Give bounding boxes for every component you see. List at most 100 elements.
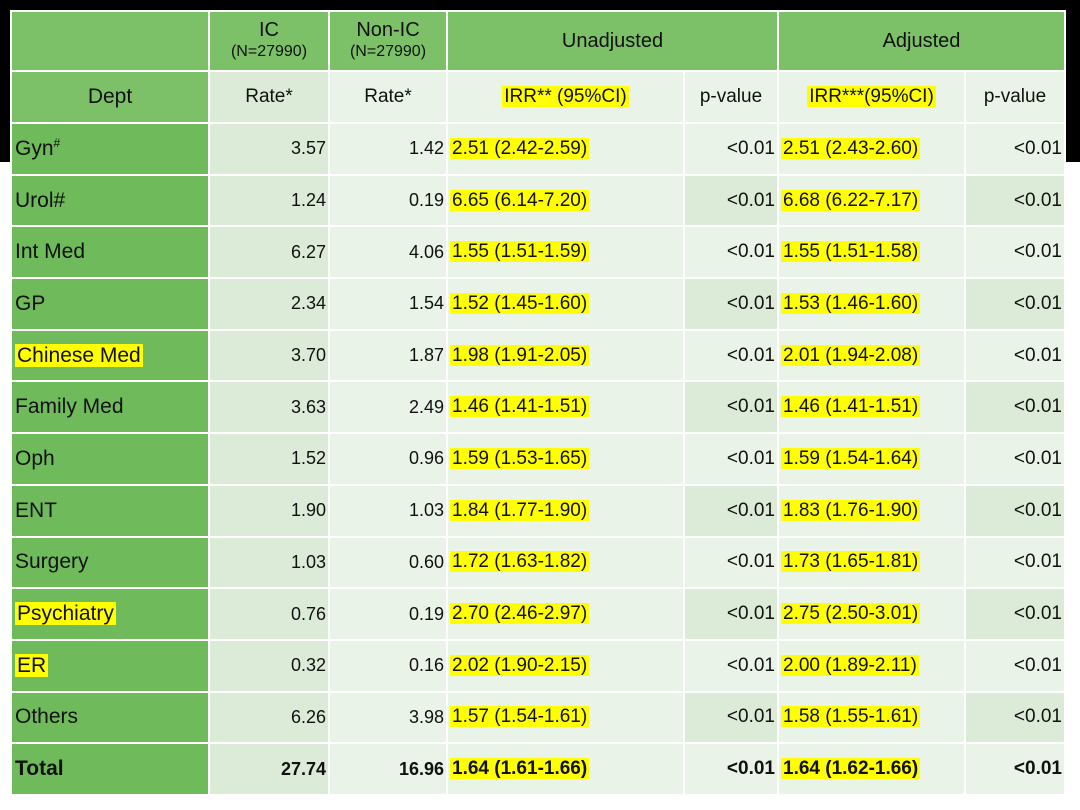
ic-rate: 27.74 (208, 742, 330, 796)
ic-rate: 1.52 (208, 432, 330, 486)
irr-adjusted: 1.64 (1.62-1.66) (777, 742, 966, 796)
pvalue-adjusted: <0.01 (964, 587, 1066, 641)
dept-cell: Gyn# (10, 122, 210, 176)
pvalue-adjusted: <0.01 (964, 173, 1066, 228)
dept-superscript: # (53, 136, 61, 151)
results-table-container: IC (N=27990) Non-IC (N=27990) Unadjusted… (10, 10, 1066, 796)
irr-adjusted: 2.75 (2.50-3.01) (777, 587, 966, 641)
header-irr-adjusted: IRR***(95%CI) (777, 70, 966, 124)
pvalue-unadjusted: <0.01 (683, 742, 779, 796)
header-pvalue-unadjusted: p-value (683, 70, 779, 124)
table-row: Surgery 1.03 0.60 1.72 (1.63-1.82) <0.01… (10, 535, 1066, 590)
irr-unadjusted: 1.72 (1.63-1.82) (446, 535, 685, 590)
pvalue-adjusted: <0.01 (964, 483, 1066, 538)
pvalue-adjusted: <0.01 (964, 328, 1066, 383)
header-adjusted: Adjusted (777, 10, 1066, 72)
irr-unadjusted: 1.59 (1.53-1.65) (446, 432, 685, 486)
irr-adjusted-value: 1.59 (1.54-1.64) (781, 447, 921, 469)
irr-adjusted: 1.73 (1.65-1.81) (777, 535, 966, 590)
ic-rate: 0.76 (208, 587, 330, 641)
dept-cell: Chinese Med (10, 328, 210, 383)
table-row: Oph 1.52 0.96 1.59 (1.53-1.65) <0.01 1.5… (10, 432, 1066, 486)
dept-name-highlighted: Psychiatry (15, 602, 116, 626)
irr-unadjusted-value: 1.98 (1.91-2.05) (450, 344, 590, 366)
dept-cell: Oph (10, 432, 210, 486)
dept-cell: Psychiatry (10, 587, 210, 641)
ic-rate: 6.27 (208, 225, 330, 280)
irr-adjusted-value: 1.83 (1.76-1.90) (781, 499, 921, 521)
dept-cell: Int Med (10, 225, 210, 280)
nonic-rate: 0.96 (328, 432, 448, 486)
ic-rate: 6.26 (208, 690, 330, 745)
irr-unadjusted: 1.55 (1.51-1.59) (446, 225, 685, 280)
table-row: Psychiatry 0.76 0.19 2.70 (2.46-2.97) <0… (10, 587, 1066, 641)
irr-unadjusted-value: 2.70 (2.46-2.97) (450, 603, 590, 625)
irr-unadjusted: 2.70 (2.46-2.97) (446, 587, 685, 641)
pvalue-unadjusted: <0.01 (683, 483, 779, 538)
irr-adjusted: 2.51 (2.43-2.60) (777, 122, 966, 176)
pvalue-adjusted: <0.01 (964, 380, 1066, 435)
header-unadjusted: Unadjusted (446, 10, 779, 72)
ic-rate: 1.24 (208, 173, 330, 228)
dept-cell: Family Med (10, 380, 210, 435)
pvalue-adjusted: <0.01 (964, 638, 1066, 693)
nonic-rate: 0.60 (328, 535, 448, 590)
irr-adjusted: 1.46 (1.41-1.51) (777, 380, 966, 435)
header-ic: IC (N=27990) (208, 10, 330, 72)
irr-adjusted: 1.83 (1.76-1.90) (777, 483, 966, 538)
ic-rate: 2.34 (208, 277, 330, 331)
irr-unadjusted-value: 1.52 (1.45-1.60) (450, 292, 590, 314)
nonic-rate: 16.96 (328, 742, 448, 796)
irr-unadjusted: 1.84 (1.77-1.90) (446, 483, 685, 538)
table-row-total: Total 27.74 16.96 1.64 (1.61-1.66) <0.01… (10, 742, 1066, 796)
header-rate-nonic: Rate* (328, 70, 448, 124)
header-nonic: Non-IC (N=27990) (328, 10, 448, 72)
irr-adjusted: 6.68 (6.22-7.17) (777, 173, 966, 228)
nonic-rate: 4.06 (328, 225, 448, 280)
dept-cell: ER (10, 638, 210, 693)
irr-unadjusted: 2.02 (1.90-2.15) (446, 638, 685, 693)
ic-rate: 3.70 (208, 328, 330, 383)
irr-results-table: IC (N=27990) Non-IC (N=27990) Unadjusted… (10, 10, 1066, 796)
header-ic-label: IC (259, 19, 279, 41)
table-row: ENT 1.90 1.03 1.84 (1.77-1.90) <0.01 1.8… (10, 483, 1066, 538)
dept-cell: Surgery (10, 535, 210, 590)
irr-unadjusted: 1.46 (1.41-1.51) (446, 380, 685, 435)
header-row-columns: Dept Rate* Rate* IRR** (95%CI) p-value I… (10, 70, 1066, 124)
pvalue-unadjusted: <0.01 (683, 690, 779, 745)
header-row-groups: IC (N=27990) Non-IC (N=27990) Unadjusted… (10, 10, 1066, 72)
pvalue-adjusted: <0.01 (964, 742, 1066, 796)
irr-unadjusted-value: 2.02 (1.90-2.15) (450, 654, 590, 676)
irr-adjusted-value: 2.75 (2.50-3.01) (781, 603, 921, 625)
nonic-rate: 1.87 (328, 328, 448, 383)
table-row: Chinese Med 3.70 1.87 1.98 (1.91-2.05) <… (10, 328, 1066, 383)
header-irr-adjusted-text: IRR***(95%CI) (807, 86, 936, 107)
dept-cell: Total (10, 742, 210, 796)
irr-unadjusted: 1.52 (1.45-1.60) (446, 277, 685, 331)
irr-unadjusted-value: 1.57 (1.54-1.61) (450, 706, 590, 728)
irr-adjusted: 2.01 (1.94-2.08) (777, 328, 966, 383)
ic-rate: 3.63 (208, 380, 330, 435)
dept-name: Gyn (15, 137, 54, 161)
pvalue-unadjusted: <0.01 (683, 277, 779, 331)
nonic-rate: 1.42 (328, 122, 448, 176)
pvalue-unadjusted: <0.01 (683, 380, 779, 435)
dept-cell: GP (10, 277, 210, 331)
ic-rate: 1.90 (208, 483, 330, 538)
irr-adjusted-value: 1.64 (1.62-1.66) (781, 758, 921, 780)
irr-adjusted-value: 2.51 (2.43-2.60) (781, 137, 921, 159)
irr-unadjusted-value: 1.84 (1.77-1.90) (450, 499, 590, 521)
irr-adjusted-value: 2.00 (1.89-2.11) (781, 654, 919, 676)
ic-rate: 1.03 (208, 535, 330, 590)
ic-rate: 0.32 (208, 638, 330, 693)
pvalue-adjusted: <0.01 (964, 277, 1066, 331)
irr-unadjusted: 2.51 (2.42-2.59) (446, 122, 685, 176)
nonic-rate: 1.03 (328, 483, 448, 538)
header-nonic-label: Non-IC (356, 19, 420, 41)
pvalue-unadjusted: <0.01 (683, 328, 779, 383)
ic-rate: 3.57 (208, 122, 330, 176)
irr-unadjusted: 1.57 (1.54-1.61) (446, 690, 685, 745)
dept-cell: Urol# (10, 173, 210, 228)
dept-cell: Others (10, 690, 210, 745)
irr-adjusted: 1.59 (1.54-1.64) (777, 432, 966, 486)
